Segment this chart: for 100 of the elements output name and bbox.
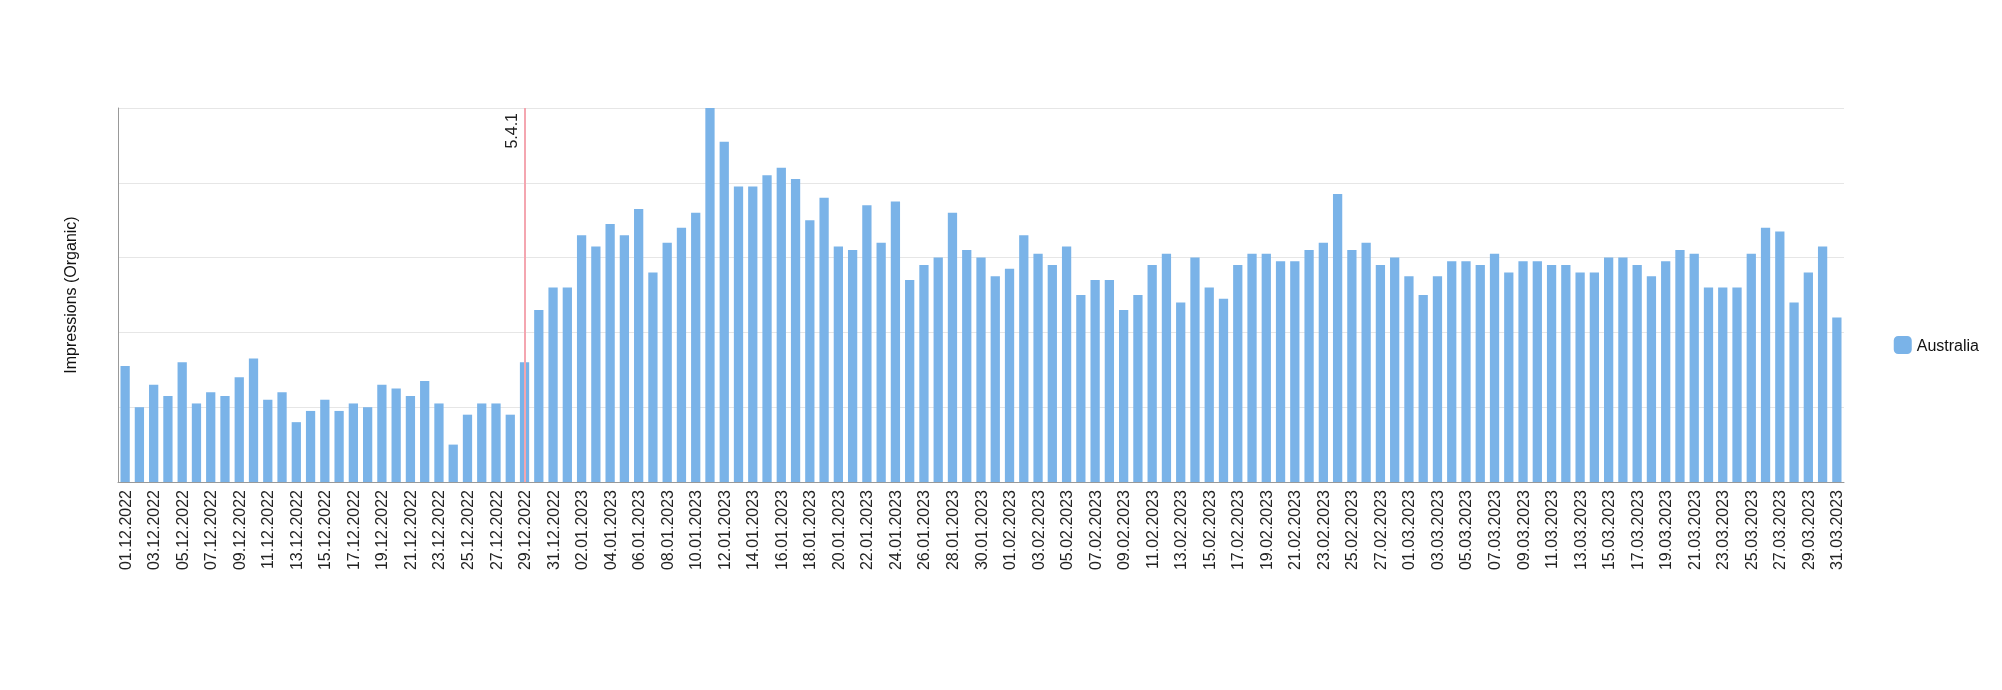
bar <box>619 235 630 482</box>
x-tick-label: 01.12.2022 <box>116 489 134 571</box>
bar <box>1661 261 1671 482</box>
bar <box>719 141 729 482</box>
bar <box>890 201 901 482</box>
x-tick-label: 15.12.2022 <box>316 489 334 571</box>
x-tick-label: 15.02.2023 <box>1200 489 1218 571</box>
bar <box>120 366 130 482</box>
bar <box>448 444 458 482</box>
x-tick-label: 23.03.2023 <box>1714 489 1732 571</box>
bar <box>263 399 273 482</box>
bar <box>676 227 687 482</box>
bar <box>1347 250 1357 482</box>
bar <box>919 265 929 482</box>
x-tick-label: 31.12.2022 <box>544 489 562 571</box>
bar <box>220 395 230 482</box>
bar <box>1575 272 1585 482</box>
bar <box>1332 194 1343 482</box>
x-tick-label: 05.03.2023 <box>1457 489 1475 571</box>
x-tick-label: 07.12.2022 <box>202 489 220 571</box>
bar <box>334 410 344 482</box>
x-tick-label: 28.01.2023 <box>943 489 961 571</box>
bar <box>1561 265 1571 482</box>
x-tick-label: 07.03.2023 <box>1486 489 1504 571</box>
x-tick-label: 13.02.2023 <box>1172 489 1190 571</box>
x-tick-label: 01.03.2023 <box>1400 489 1418 571</box>
bar <box>1061 246 1072 482</box>
bar <box>1646 276 1657 482</box>
bar <box>206 392 216 482</box>
bar <box>1732 287 1742 482</box>
x-tick-label: 23.12.2022 <box>430 489 448 571</box>
x-tick-label: 09.03.2023 <box>1514 489 1532 571</box>
bar <box>1447 261 1457 482</box>
x-tick-label: 29.03.2023 <box>1799 489 1817 571</box>
bar <box>1104 280 1115 482</box>
bar <box>348 403 358 482</box>
bar <box>1432 276 1443 482</box>
bar <box>434 403 444 482</box>
x-tick-label: 04.01.2023 <box>601 489 619 571</box>
bar <box>1161 253 1172 482</box>
x-tick-label: 25.02.2023 <box>1343 489 1361 571</box>
bar <box>1390 257 1400 482</box>
bar <box>362 407 373 482</box>
bar <box>1718 287 1728 482</box>
x-tick-label: 09.02.2023 <box>1115 489 1133 571</box>
x-tick-label: 19.12.2022 <box>373 489 391 571</box>
bar <box>191 403 202 482</box>
bar <box>1418 295 1428 482</box>
bar <box>1675 250 1685 482</box>
x-tick-label: 23.02.2023 <box>1314 489 1332 571</box>
bar <box>1233 265 1243 482</box>
bar <box>962 250 972 482</box>
x-tick-label: 22.01.2023 <box>858 489 876 571</box>
x-tick-label: 21.02.2023 <box>1286 489 1304 571</box>
x-tick-label: 11.03.2023 <box>1543 489 1561 569</box>
bar <box>947 212 958 482</box>
x-tick-label: 27.02.2023 <box>1371 489 1389 571</box>
x-tick-label: 05.12.2022 <box>173 489 191 571</box>
bar <box>305 410 316 482</box>
bar <box>847 250 858 482</box>
y-axis-title: Impressions (Organic) <box>61 216 79 374</box>
bar <box>405 395 416 482</box>
bar <box>1090 280 1100 482</box>
bar <box>1047 265 1057 482</box>
bar <box>905 280 915 482</box>
bar <box>1461 261 1471 482</box>
bar <box>548 287 558 482</box>
bar <box>1604 257 1614 482</box>
x-tick-label: 27.03.2023 <box>1771 489 1789 571</box>
bar <box>149 384 159 482</box>
ref-line-label: 5.4.1 <box>503 112 521 149</box>
x-tick-label: 05.02.2023 <box>1058 489 1076 571</box>
bar <box>591 246 601 482</box>
x-tick-label: 07.02.2023 <box>1086 489 1104 571</box>
x-tick-label: 03.12.2022 <box>145 489 163 571</box>
x-tick-label: 09.12.2022 <box>230 489 248 571</box>
bar <box>320 399 330 482</box>
bar <box>648 272 658 482</box>
x-tick-label: 06.01.2023 <box>630 489 648 571</box>
bar <box>1404 276 1414 482</box>
bar <box>576 235 587 482</box>
bar <box>1204 287 1214 482</box>
x-tick-label: 13.03.2023 <box>1571 489 1589 571</box>
x-tick-label: 10.01.2023 <box>687 489 705 571</box>
x-tick-label: 13.12.2022 <box>287 489 305 571</box>
bar <box>1176 302 1186 482</box>
bar <box>862 205 872 482</box>
x-tick-label: 29.12.2022 <box>516 489 534 571</box>
x-tick-label: 18.01.2023 <box>801 489 819 571</box>
bar <box>705 108 715 482</box>
x-tick-label: 26.01.2023 <box>915 489 933 571</box>
bar <box>1190 257 1200 482</box>
bar <box>1290 261 1300 482</box>
x-tick-label: 19.03.2023 <box>1657 489 1675 571</box>
bar <box>990 276 1000 482</box>
bar <box>377 384 387 482</box>
bar <box>605 223 615 482</box>
x-tick-label: 20.01.2023 <box>829 489 847 571</box>
bar <box>1004 268 1015 482</box>
x-tick-label: 08.01.2023 <box>658 489 676 571</box>
